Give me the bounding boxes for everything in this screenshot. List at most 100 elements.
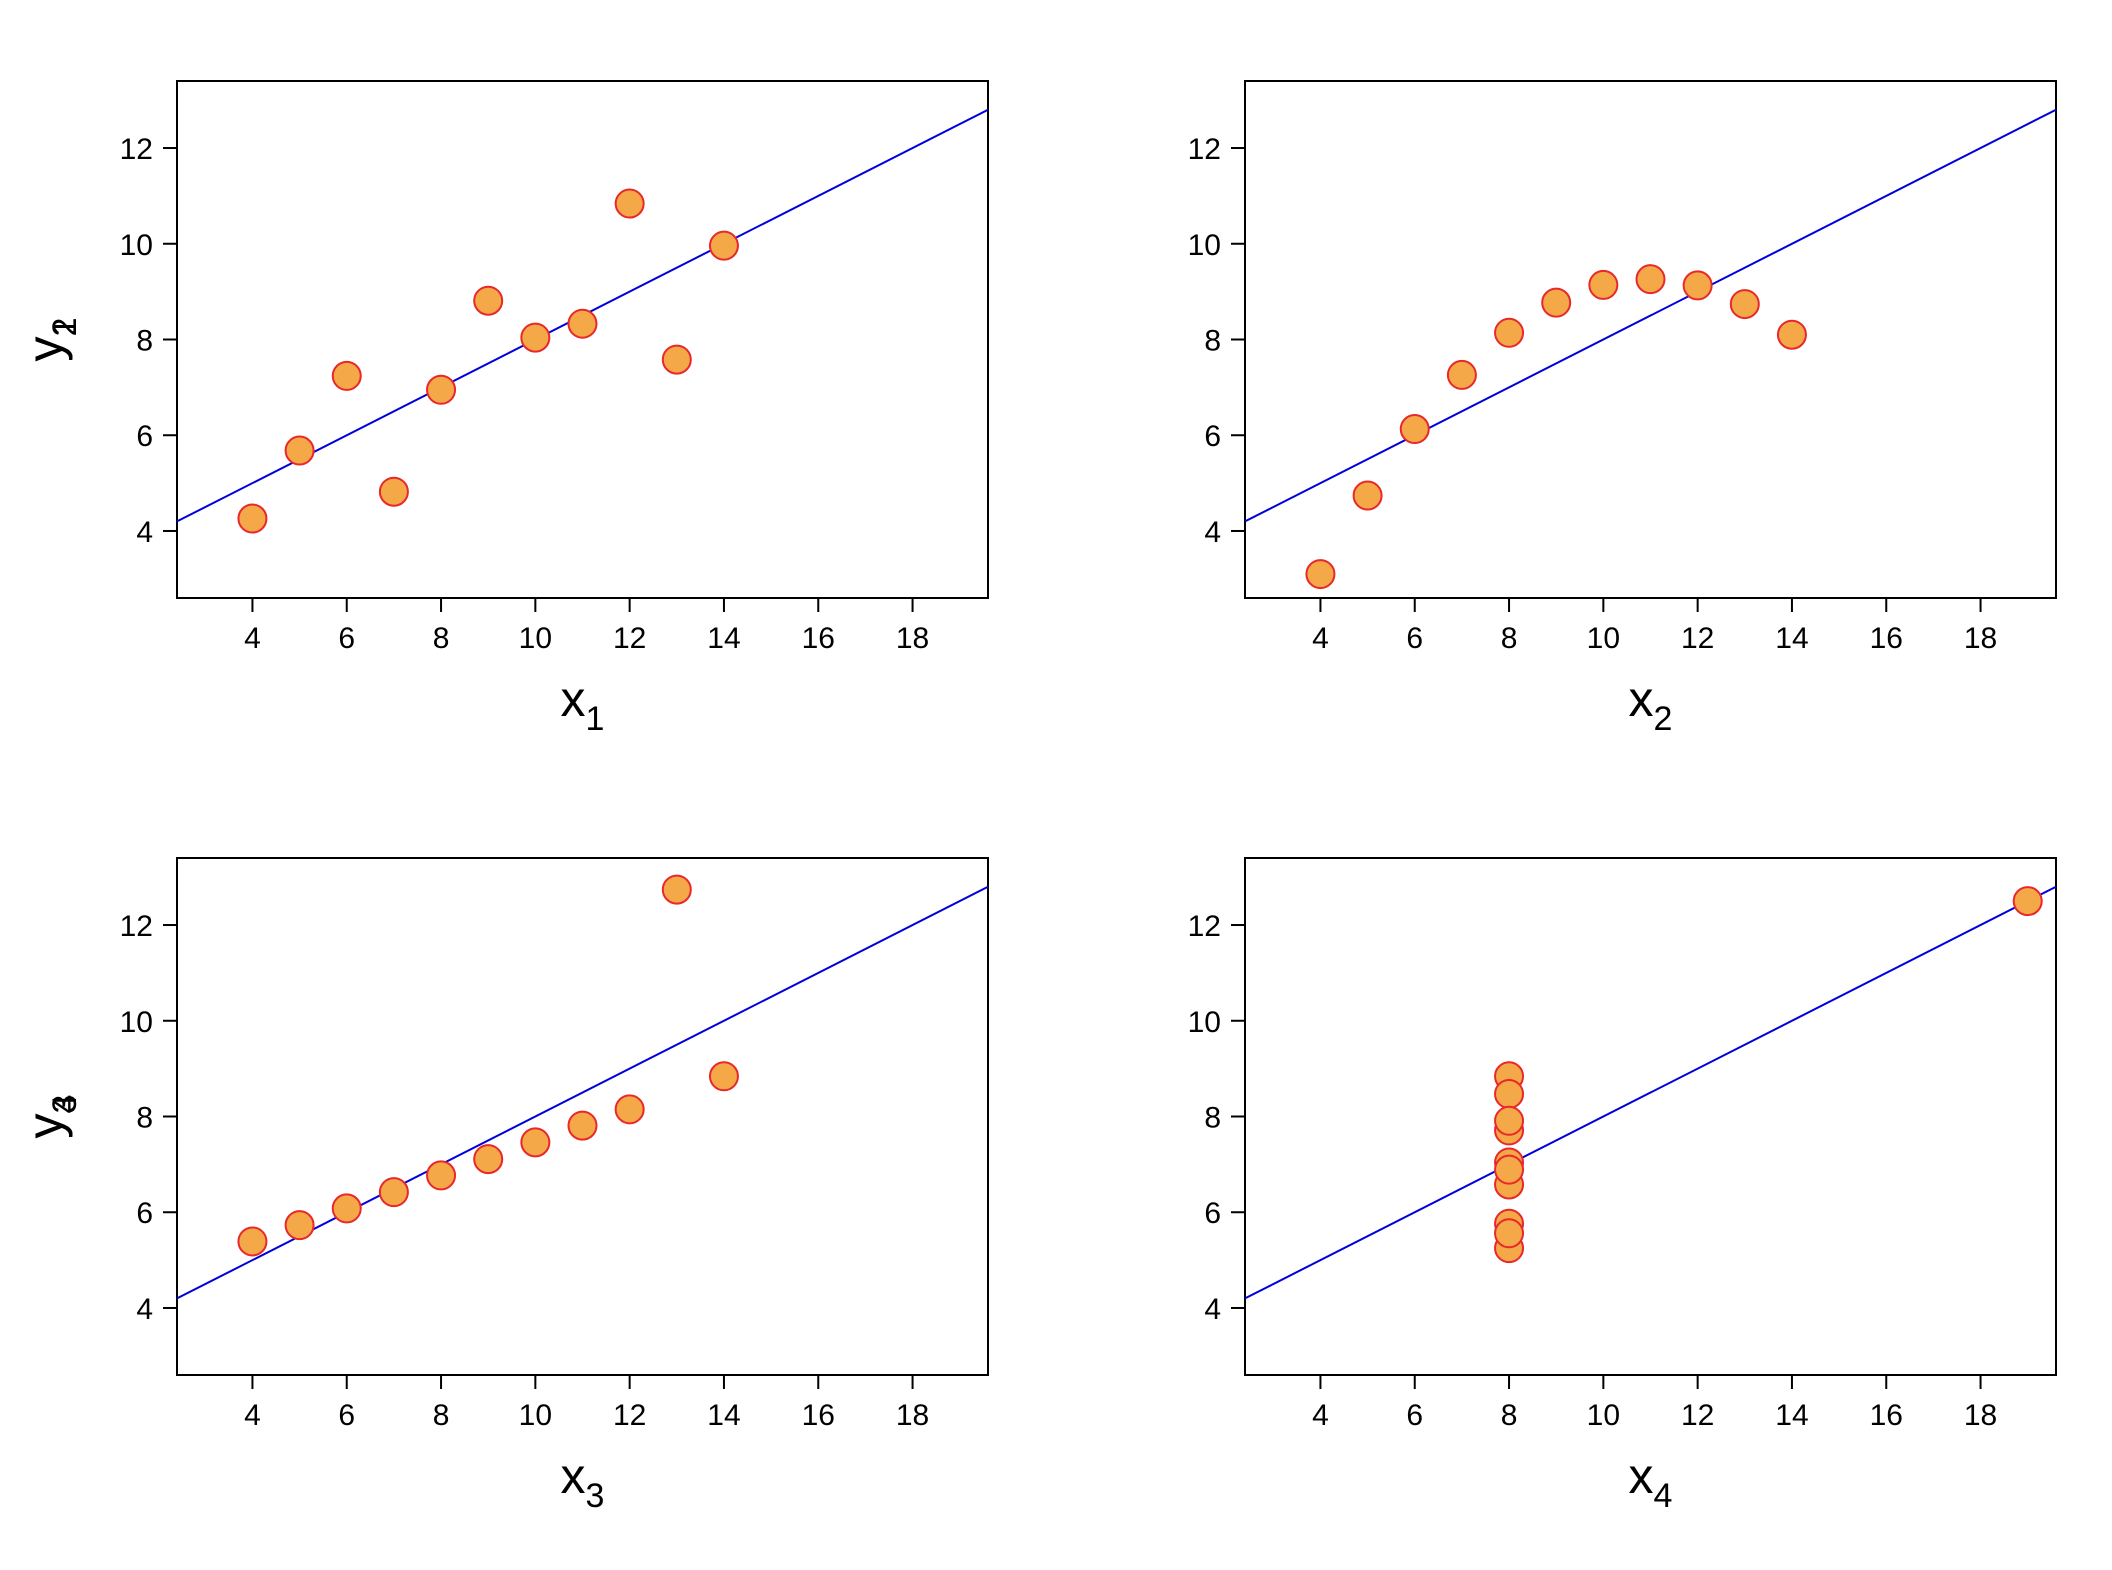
y-tick-label: 6: [136, 1197, 153, 1230]
x-tick-label: 12: [1681, 1399, 1714, 1432]
x-tick-label: 10: [1587, 622, 1620, 655]
data-point: [661, 344, 692, 375]
y-axis-label: y2: [17, 318, 84, 362]
data-point: [426, 374, 457, 405]
data-point: [1352, 480, 1383, 511]
y-tick-label: 10: [120, 1006, 153, 1039]
data-point: [614, 1094, 645, 1125]
data-point: [567, 1110, 598, 1141]
x-tick-label: 10: [519, 622, 552, 655]
data-point: [614, 188, 645, 219]
x-tick-label: 10: [519, 1399, 552, 1432]
scatter-panel-2: 4 6 8 10 12 14 16 18 4 6 8 10 12 x2 y2: [17, 80, 2057, 738]
data-point: [1729, 289, 1760, 320]
data-point: [378, 1177, 409, 1208]
x-tick-label: 8: [1501, 1399, 1518, 1432]
x-tick-label: 10: [1587, 1399, 1620, 1432]
y-axis-label: y4: [17, 1095, 84, 1139]
x-tick-label: 12: [613, 622, 646, 655]
data-point: [1494, 1079, 1525, 1110]
y-tick-label: 10: [120, 229, 153, 262]
y-axis-label: y1: [17, 318, 84, 362]
x-tick-label: 14: [707, 622, 740, 655]
y-axis-label: y3: [17, 1095, 84, 1139]
data-point: [331, 1193, 362, 1224]
data-point: [520, 1127, 551, 1158]
y-tick-label: 4: [136, 516, 153, 549]
x-tick-label: 4: [1312, 622, 1329, 655]
x-tick-label: 16: [1870, 1399, 1903, 1432]
x-tick-label: 8: [433, 1399, 450, 1432]
y-tick-label: 12: [1188, 910, 1221, 943]
data-point: [378, 476, 409, 507]
x-tick-label: 18: [1964, 1399, 1997, 1432]
x-tick-label: 14: [707, 1399, 740, 1432]
y-tick-label: 12: [1188, 133, 1221, 166]
plot-frame-1: [176, 80, 989, 599]
x-tick-label: 6: [338, 622, 355, 655]
data-point: [237, 503, 268, 534]
x-axis-label: x4: [1629, 1448, 1673, 1515]
plot-frame-2: [1244, 80, 2057, 599]
y-tick-label: 10: [1188, 1006, 1221, 1039]
x-tick-label: 8: [1501, 622, 1518, 655]
y-tick-label: 8: [1204, 325, 1221, 358]
data-point: [708, 230, 739, 261]
y-tick-label: 12: [120, 133, 153, 166]
y-tick-label: 12: [120, 910, 153, 943]
x-tick-label: 12: [613, 1399, 646, 1432]
data-point: [1494, 317, 1525, 348]
data-point: [1682, 270, 1713, 301]
data-point: [1635, 264, 1666, 295]
plot-frame-4: [1244, 857, 2057, 1376]
data-point: [661, 874, 692, 905]
x-tick-label: 18: [896, 1399, 929, 1432]
data-point: [1399, 414, 1430, 445]
data-point: [1776, 319, 1807, 350]
x-tick-label: 4: [1312, 1399, 1329, 1432]
x-tick-label: 6: [338, 1399, 355, 1432]
data-point: [473, 285, 504, 316]
x-axis-label: x1: [561, 671, 605, 738]
y-tick-label: 4: [1204, 516, 1221, 549]
data-point: [237, 1226, 268, 1257]
data-point: [1446, 359, 1477, 390]
y-tick-label: 6: [136, 420, 153, 453]
x-tick-label: 4: [244, 1399, 261, 1432]
y-tick-label: 6: [1204, 420, 1221, 453]
x-axis-label: x2: [1629, 671, 1673, 738]
data-point: [567, 308, 598, 339]
data-point: [284, 435, 315, 466]
x-tick-label: 16: [802, 1399, 835, 1432]
x-tick-label: 16: [802, 622, 835, 655]
y-tick-label: 10: [1188, 229, 1221, 262]
x-tick-label: 4: [244, 622, 261, 655]
x-tick-label: 14: [1775, 1399, 1808, 1432]
data-point: [708, 1061, 739, 1092]
data-point: [1541, 287, 1572, 318]
y-tick-label: 4: [1204, 1293, 1221, 1326]
data-point: [331, 360, 362, 391]
x-tick-label: 6: [1406, 622, 1423, 655]
x-tick-label: 16: [1870, 622, 1903, 655]
data-point: [1588, 269, 1619, 300]
data-point: [1494, 1154, 1525, 1185]
y-tick-label: 8: [136, 325, 153, 358]
data-point: [2012, 886, 2043, 917]
x-tick-label: 18: [896, 622, 929, 655]
data-point: [426, 1160, 457, 1191]
y-tick-label: 6: [1204, 1197, 1221, 1230]
data-point: [284, 1210, 315, 1241]
regression-line: [1245, 885, 2056, 1300]
x-tick-label: 14: [1775, 622, 1808, 655]
y-tick-label: 4: [136, 1293, 153, 1326]
x-axis-label: x3: [561, 1448, 605, 1515]
regression-line: [1245, 108, 2056, 523]
data-point: [1305, 559, 1336, 590]
x-tick-label: 8: [433, 622, 450, 655]
data-point: [473, 1144, 504, 1175]
